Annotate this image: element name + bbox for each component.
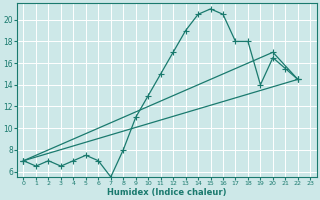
X-axis label: Humidex (Indice chaleur): Humidex (Indice chaleur) [107, 188, 227, 197]
